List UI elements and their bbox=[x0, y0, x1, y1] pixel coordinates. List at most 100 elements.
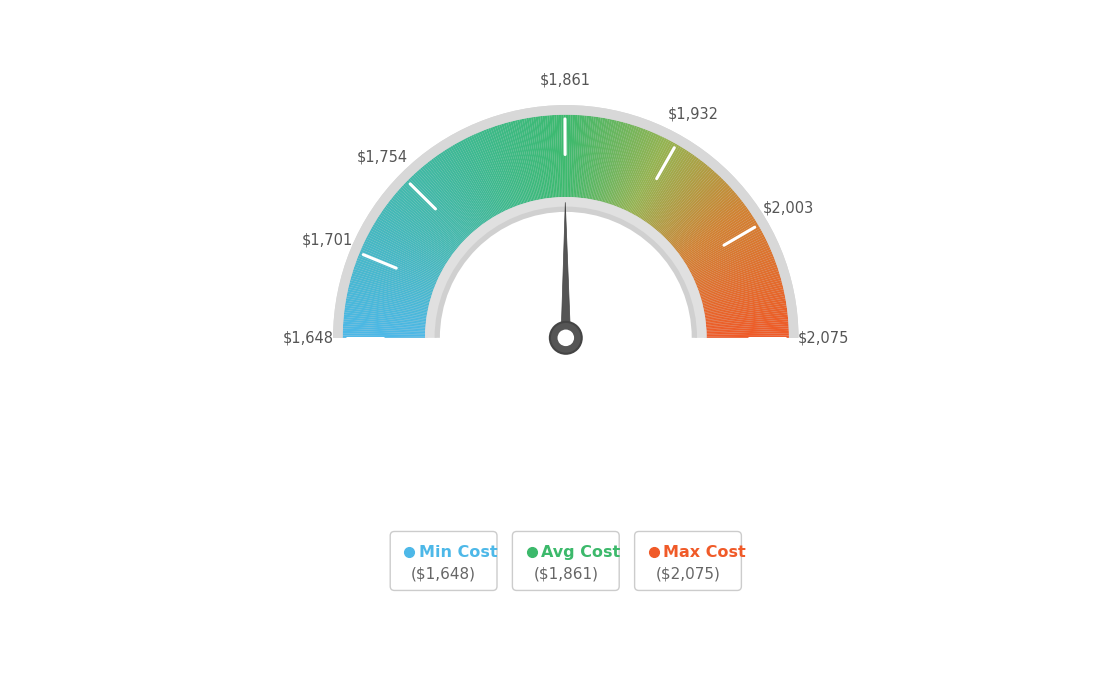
Wedge shape bbox=[643, 150, 689, 221]
Wedge shape bbox=[569, 115, 573, 197]
Wedge shape bbox=[519, 119, 538, 200]
Wedge shape bbox=[450, 146, 495, 217]
Wedge shape bbox=[343, 315, 426, 324]
Wedge shape bbox=[350, 280, 429, 303]
Wedge shape bbox=[704, 298, 786, 315]
Wedge shape bbox=[435, 156, 485, 224]
Wedge shape bbox=[572, 115, 577, 197]
Wedge shape bbox=[350, 278, 431, 302]
Wedge shape bbox=[429, 160, 480, 226]
Wedge shape bbox=[657, 168, 712, 231]
Wedge shape bbox=[592, 119, 609, 200]
Wedge shape bbox=[542, 116, 552, 198]
Wedge shape bbox=[606, 124, 633, 204]
Wedge shape bbox=[385, 205, 453, 255]
Wedge shape bbox=[707, 324, 788, 331]
Text: $2,003: $2,003 bbox=[763, 200, 814, 215]
Wedge shape bbox=[580, 116, 590, 198]
Wedge shape bbox=[556, 115, 561, 197]
Wedge shape bbox=[501, 124, 527, 203]
Wedge shape bbox=[704, 296, 785, 313]
Wedge shape bbox=[405, 181, 465, 240]
Wedge shape bbox=[586, 117, 601, 199]
Wedge shape bbox=[367, 235, 440, 274]
Wedge shape bbox=[681, 210, 751, 259]
Wedge shape bbox=[680, 207, 747, 256]
Wedge shape bbox=[702, 280, 782, 303]
Wedge shape bbox=[563, 115, 565, 197]
Wedge shape bbox=[540, 116, 551, 198]
Wedge shape bbox=[639, 147, 683, 218]
Wedge shape bbox=[394, 194, 458, 248]
Wedge shape bbox=[693, 245, 769, 281]
Wedge shape bbox=[627, 137, 665, 212]
Wedge shape bbox=[488, 128, 518, 206]
Wedge shape bbox=[633, 141, 673, 215]
Wedge shape bbox=[475, 133, 510, 209]
Wedge shape bbox=[646, 155, 696, 223]
Wedge shape bbox=[349, 282, 429, 304]
Wedge shape bbox=[693, 243, 768, 279]
Wedge shape bbox=[622, 133, 657, 209]
Wedge shape bbox=[406, 180, 466, 239]
Wedge shape bbox=[692, 239, 766, 277]
Wedge shape bbox=[599, 121, 622, 201]
Wedge shape bbox=[628, 138, 667, 213]
Wedge shape bbox=[676, 197, 741, 250]
Wedge shape bbox=[371, 226, 444, 268]
Wedge shape bbox=[424, 164, 477, 229]
Wedge shape bbox=[343, 322, 425, 329]
Wedge shape bbox=[477, 132, 511, 208]
Wedge shape bbox=[349, 284, 429, 306]
Wedge shape bbox=[458, 141, 499, 215]
Wedge shape bbox=[351, 275, 431, 300]
Wedge shape bbox=[427, 161, 479, 228]
Wedge shape bbox=[438, 153, 487, 222]
Wedge shape bbox=[683, 215, 753, 261]
Wedge shape bbox=[347, 294, 427, 311]
Wedge shape bbox=[696, 251, 773, 285]
Wedge shape bbox=[652, 161, 704, 228]
Wedge shape bbox=[697, 256, 774, 287]
Wedge shape bbox=[704, 303, 786, 317]
Wedge shape bbox=[577, 115, 587, 197]
Wedge shape bbox=[375, 220, 446, 265]
Wedge shape bbox=[353, 266, 433, 295]
Wedge shape bbox=[571, 115, 575, 197]
Text: $2,075: $2,075 bbox=[798, 331, 849, 345]
Wedge shape bbox=[614, 128, 644, 206]
Wedge shape bbox=[479, 131, 512, 208]
Wedge shape bbox=[576, 115, 584, 197]
Wedge shape bbox=[363, 243, 438, 279]
Wedge shape bbox=[361, 247, 437, 282]
Wedge shape bbox=[357, 258, 434, 288]
Wedge shape bbox=[581, 116, 592, 198]
Wedge shape bbox=[583, 117, 596, 198]
Wedge shape bbox=[696, 249, 772, 284]
Wedge shape bbox=[679, 205, 746, 255]
Wedge shape bbox=[533, 117, 546, 199]
Wedge shape bbox=[594, 119, 613, 200]
Wedge shape bbox=[392, 195, 457, 249]
Wedge shape bbox=[702, 284, 783, 306]
Wedge shape bbox=[707, 331, 789, 335]
Wedge shape bbox=[661, 174, 719, 235]
Wedge shape bbox=[412, 175, 469, 236]
Wedge shape bbox=[608, 125, 635, 204]
Wedge shape bbox=[381, 210, 450, 259]
Wedge shape bbox=[347, 291, 428, 310]
Wedge shape bbox=[390, 199, 456, 252]
Wedge shape bbox=[470, 135, 507, 210]
Wedge shape bbox=[656, 166, 710, 230]
Wedge shape bbox=[698, 258, 775, 288]
Wedge shape bbox=[456, 142, 498, 215]
Wedge shape bbox=[634, 142, 676, 215]
Wedge shape bbox=[342, 335, 425, 338]
Wedge shape bbox=[376, 218, 447, 264]
Wedge shape bbox=[683, 216, 754, 262]
Wedge shape bbox=[699, 264, 777, 293]
Wedge shape bbox=[660, 172, 716, 234]
Wedge shape bbox=[344, 310, 426, 322]
Wedge shape bbox=[529, 117, 544, 199]
Wedge shape bbox=[662, 175, 720, 236]
